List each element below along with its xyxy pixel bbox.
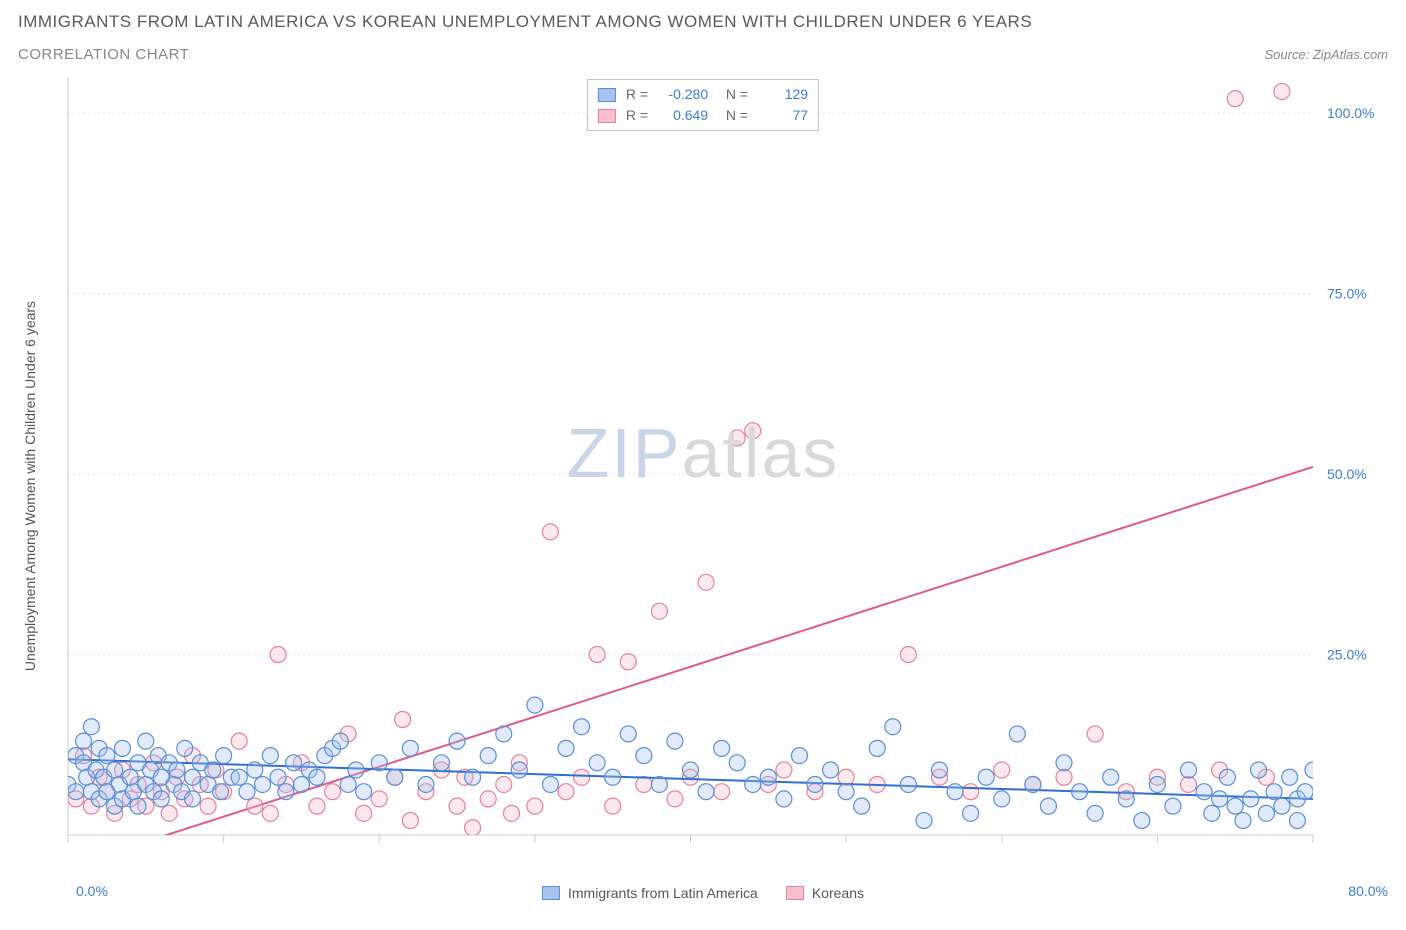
r-label-1: R =: [626, 84, 648, 105]
svg-text:25.0%: 25.0%: [1327, 647, 1367, 663]
chart-subtitle: CORRELATION CHART: [18, 46, 189, 63]
legend-swatch-2: [786, 886, 804, 900]
n-value-1: 129: [758, 84, 808, 105]
stats-row-series-2: R = 0.649 N = 77: [598, 105, 808, 126]
legend-item-1: Immigrants from Latin America: [542, 885, 758, 901]
r-value-2: 0.649: [658, 105, 708, 126]
chart-container: Unemployment Among Women with Children U…: [18, 71, 1388, 901]
correlation-stats-box: R = -0.280 N = 129 R = 0.649 N = 77: [587, 79, 819, 131]
x-axis-min-label: 0.0%: [76, 883, 108, 899]
legend-swatch-1: [542, 886, 560, 900]
legend-label-1: Immigrants from Latin America: [568, 885, 758, 901]
swatch-series-1: [598, 88, 616, 102]
legend: Immigrants from Latin America Koreans: [542, 885, 864, 901]
n-label-1: N =: [718, 84, 748, 105]
subtitle-row: CORRELATION CHART Source: ZipAtlas.com: [18, 46, 1388, 63]
legend-item-2: Koreans: [786, 885, 864, 901]
r-label-2: R =: [626, 105, 648, 126]
svg-text:50.0%: 50.0%: [1327, 466, 1367, 482]
swatch-series-2: [598, 109, 616, 123]
svg-text:75.0%: 75.0%: [1327, 286, 1367, 302]
scatter-chart: 25.0% 50.0% 75.0% 100.0%: [18, 71, 1388, 871]
n-value-2: 77: [758, 105, 808, 126]
chart-title: IMMIGRANTS FROM LATIN AMERICA VS KOREAN …: [18, 12, 1388, 32]
n-label-2: N =: [718, 105, 748, 126]
x-axis-max-label: 80.0%: [1348, 883, 1388, 899]
legend-label-2: Koreans: [812, 885, 864, 901]
r-value-1: -0.280: [658, 84, 708, 105]
source-label: Source: ZipAtlas.com: [1264, 47, 1388, 62]
svg-text:100.0%: 100.0%: [1327, 105, 1374, 121]
stats-row-series-1: R = -0.280 N = 129: [598, 84, 808, 105]
